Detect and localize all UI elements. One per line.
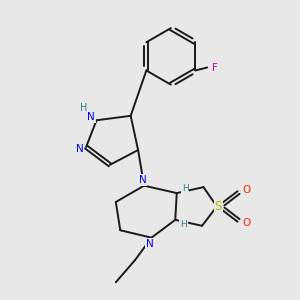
- Text: F: F: [212, 62, 218, 73]
- Text: N: N: [139, 175, 146, 185]
- Text: O: O: [242, 185, 251, 195]
- Text: N: N: [76, 143, 83, 154]
- Text: S: S: [215, 200, 222, 213]
- Text: H: H: [180, 220, 187, 229]
- Text: H: H: [182, 184, 188, 193]
- Text: O: O: [242, 218, 251, 228]
- Text: N: N: [87, 112, 95, 122]
- Text: H: H: [80, 103, 88, 113]
- Text: N: N: [146, 238, 154, 249]
